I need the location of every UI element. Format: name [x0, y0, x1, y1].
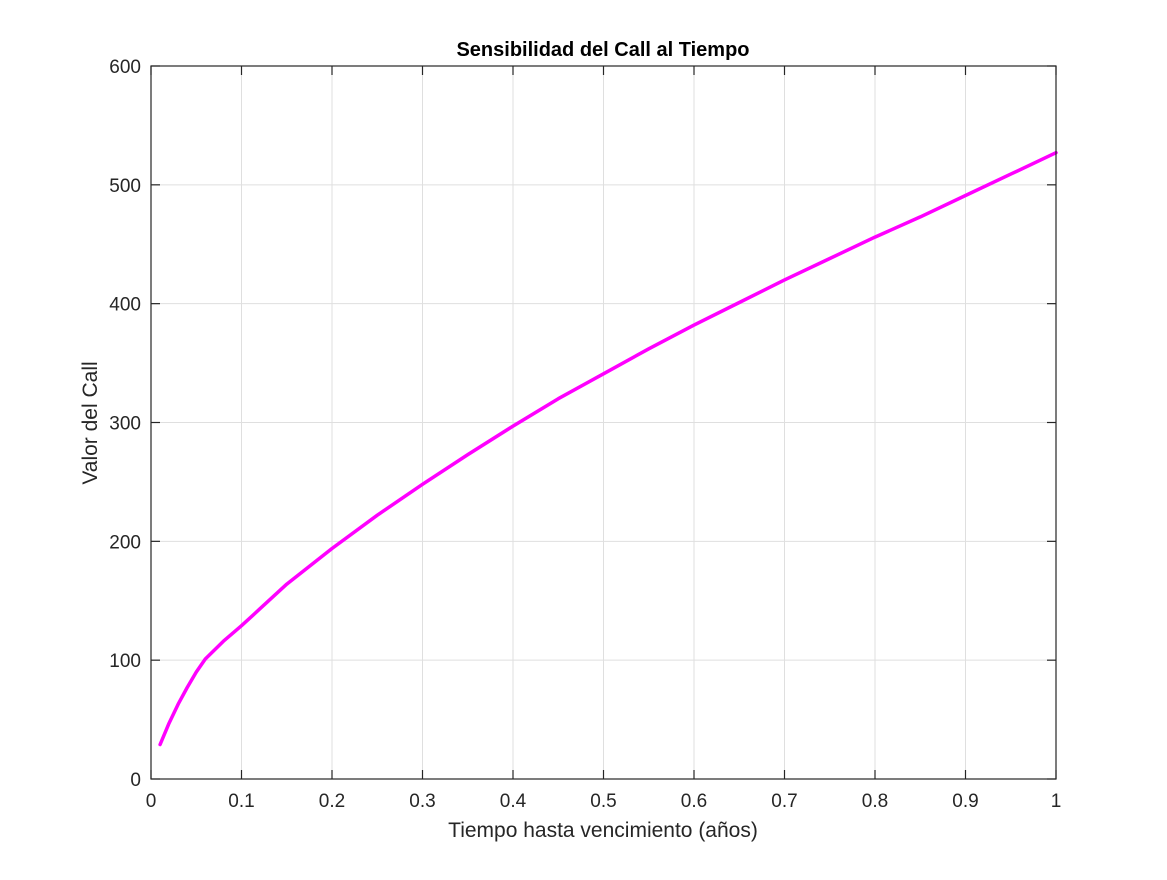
x-tick-label: 0.7 [771, 791, 797, 812]
y-tick-label: 100 [109, 651, 141, 672]
x-tick-label: 0.8 [862, 791, 888, 812]
x-tick-label: 0.1 [228, 791, 254, 812]
x-tick-label: 0.3 [409, 791, 435, 812]
x-tick-label: 1 [1051, 791, 1062, 812]
y-tick-label: 500 [109, 176, 141, 197]
x-axis-label: Tiempo hasta vencimiento (años) [448, 819, 758, 842]
chart-title: Sensibilidad del Call al Tiempo [456, 39, 749, 61]
grid [151, 66, 1056, 779]
x-tick-label: 0.6 [681, 791, 707, 812]
ticks: 0 0.1 0.2 0.3 0.4 0.5 0.6 0.7 0.8 0.9 1 0 100 200 300 4… [109, 57, 1061, 812]
x-tick-label: 0.9 [952, 791, 978, 812]
y-tick-label: 200 [109, 532, 141, 553]
x-tick-label: 0.2 [319, 791, 345, 812]
x-tick-label: 0.5 [590, 791, 616, 812]
x-tick-label: 0 [146, 791, 157, 812]
x-tick-label: 0.4 [500, 791, 527, 812]
series-layer [158, 150, 1058, 747]
y-axis-label: Valor del Call [79, 361, 102, 484]
series-line [158, 150, 1058, 747]
y-tick-label: 400 [109, 295, 141, 316]
y-tick-label: 0 [130, 770, 141, 791]
y-tick-label: 600 [109, 57, 141, 78]
y-tick-label: 300 [109, 414, 141, 435]
